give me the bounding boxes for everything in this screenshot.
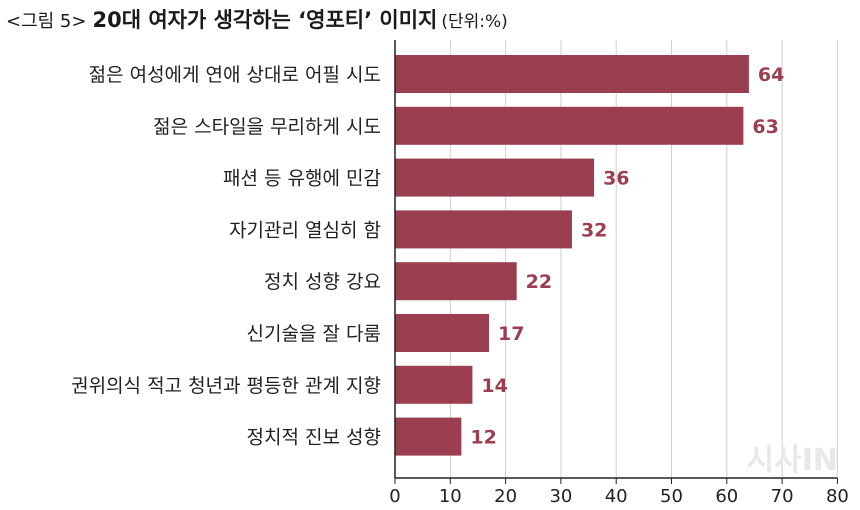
- value-label: 32: [581, 219, 607, 241]
- unit-label: (단위:%): [441, 12, 508, 32]
- value-label: 64: [758, 64, 784, 86]
- bar: [395, 417, 462, 456]
- bar: [395, 158, 595, 197]
- x-tick-label: 60: [715, 486, 738, 507]
- category-label: 권위의식 적고 청년과 평등한 관계 지향: [71, 375, 381, 397]
- x-tick-label: 30: [549, 486, 572, 507]
- value-label: 22: [526, 271, 552, 293]
- x-tick-label: 20: [494, 486, 517, 507]
- value-label: 12: [470, 427, 496, 449]
- bar: [395, 365, 473, 404]
- category-label: 젊은 스타일을 무리하게 시도: [153, 116, 381, 138]
- category-label: 정치적 진보 성향: [247, 427, 381, 449]
- figure-label: <그림 5>: [6, 11, 87, 32]
- value-label: 36: [603, 168, 629, 190]
- bar: [395, 210, 572, 249]
- bar: [395, 262, 517, 301]
- category-label: 패션 등 유행에 민감: [223, 168, 381, 190]
- title-text: 20대 여자가 생각하는 ‘영포티’ 이미지: [92, 8, 438, 32]
- category-label: 젊은 여성에게 연애 상대로 어필 시도: [89, 64, 381, 86]
- value-label: 14: [481, 375, 507, 397]
- bar: [395, 314, 490, 352]
- bar: [395, 55, 749, 93]
- x-tick-label: 70: [771, 486, 794, 507]
- value-label: 17: [498, 323, 524, 345]
- watermark: 시사IN: [747, 443, 838, 478]
- x-tick-label: 10: [439, 486, 462, 507]
- category-label: 신기술을 잘 다룸: [247, 323, 381, 345]
- x-tick-label: 40: [605, 486, 628, 507]
- category-label: 정치 성향 강요: [264, 271, 381, 293]
- x-tick-label: 80: [826, 486, 849, 507]
- x-tick-label: 0: [389, 486, 400, 507]
- category-label: 자기관리 열심히 함: [229, 219, 381, 241]
- bar: [395, 106, 744, 145]
- value-label: 63: [752, 116, 778, 138]
- chart-title: <그림 5> 20대 여자가 생각하는 ‘영포티’ 이미지 (단위:%): [6, 4, 508, 34]
- x-tick-label: 50: [660, 486, 683, 507]
